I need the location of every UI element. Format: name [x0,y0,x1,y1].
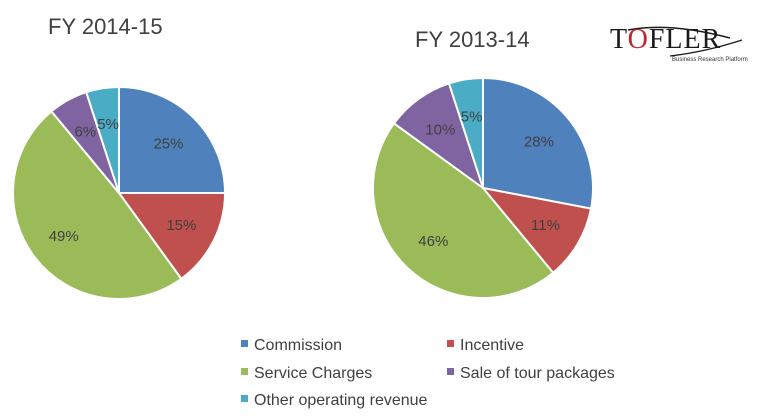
legend-item-incentive: Incentive [447,337,524,355]
legend-swatch-incentive [447,340,454,348]
pie-slice-commission [482,76,594,210]
pie-slice-incentive [117,192,227,281]
pie-slice-service-charges [12,109,183,300]
logo-tagline: Business Research Platform [672,57,748,63]
data-label-sale-of-tour-packages: 10% [425,121,455,138]
chart-title-fy-2013-14: FY 2013-14 [415,27,530,52]
legend-item-service-charges: Service Charges [241,365,372,383]
data-label-commission: 25% [153,136,183,153]
data-label-other-operating-revenue: 5% [461,108,483,125]
legend-swatch-sale-of-tour-packages [447,368,454,376]
chart-title-fy-2014-15: FY 2014-15 [48,14,163,39]
logo-swoosh-icon [627,26,743,57]
legend-label-service-charges: Service Charges [254,365,373,382]
pie-slice-incentive [480,186,593,275]
pie-slice-other-operating-revenue [447,76,484,189]
logo-letter-t: T [610,24,628,55]
logo-letter-o: O [627,24,649,55]
pie-slice-other-operating-revenue [84,85,120,194]
data-label-sale-of-tour-packages: 6% [74,124,96,141]
pie-fy-2013-14: 28% 11% 46% 10% 5% [372,76,594,299]
legend-label-commission: Commission [254,337,343,354]
legend-label-sale-of-tour-packages: Sale of tour packages [460,365,615,382]
logo-wordmark: TOFLER [610,24,721,56]
tofler-logo: TOFLER Business Research Platform [610,24,748,72]
data-label-other-operating-revenue: 5% [97,116,119,133]
data-label-commission: 28% [524,134,554,151]
pie-fy-2014-15: 25% 15% 49% 6% 5% [12,85,227,300]
data-label-service-charges: 49% [49,228,79,245]
legend-swatch-service-charges [241,368,248,376]
data-label-incentive: 11% [531,217,560,234]
legend-swatch-other-operating-revenue [241,395,248,403]
legend-item-other-operating-revenue: Other operating revenue [241,392,427,410]
legend-label-incentive: Incentive [460,337,525,354]
legend-swatch-commission [241,340,248,348]
data-label-incentive: 15% [166,217,196,234]
legend-item-sale-of-tour-packages: Sale of tour packages [447,365,615,383]
logo-letters-fler: FLER [648,24,722,55]
pie-slice-commission [118,85,227,194]
legend-label-other-operating-revenue: Other operating revenue [254,392,428,409]
data-label-service-charges: 46% [418,233,448,250]
pie-slice-service-charges [372,121,555,299]
legend-item-commission: Commission [241,337,342,355]
